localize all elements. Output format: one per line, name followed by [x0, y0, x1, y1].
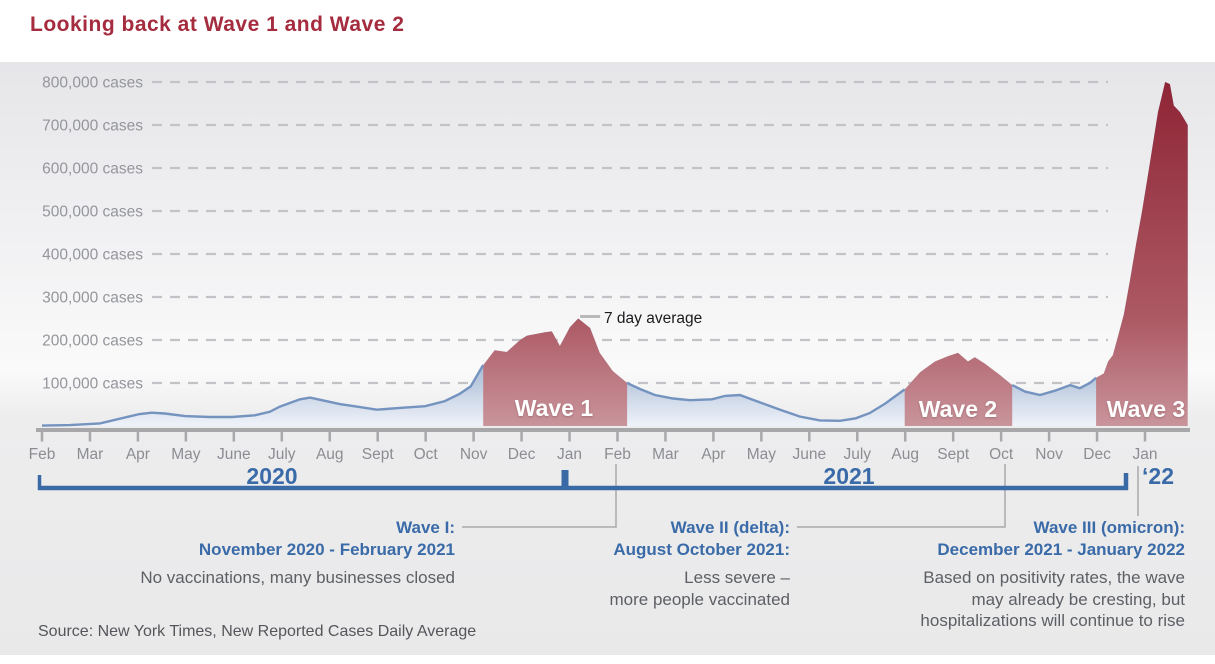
x-axis-label: Feb [29, 446, 56, 463]
y-axis-labels: 100,000 cases 200,000 cases 300,000 cases 4… [42, 75, 143, 393]
wave-3-callout-heading: Wave III (omicron): December 2021 - Janu… [937, 518, 1185, 559]
x-axis-label: Apr [126, 446, 150, 463]
x-axis-label: May [747, 446, 777, 463]
wave-1-callout-body: No vaccinations, many businesses closed [140, 568, 455, 587]
year-label-22: ‘22 [1142, 463, 1174, 489]
x-axis-label: Feb [604, 446, 631, 463]
year-label-2021: 2021 [823, 463, 875, 489]
wave-1-chart-label: Wave 1 [514, 395, 594, 421]
x-axis-label: Jan [1133, 446, 1158, 463]
page-title: Looking back at Wave 1 and Wave 2 [30, 13, 405, 36]
x-axis-label: Sept [362, 446, 395, 463]
wave-area [904, 352, 1013, 426]
source-attribution: Source: New York Times, New Reported Cas… [38, 623, 477, 640]
y-axis-label: 300,000 cases [42, 290, 143, 307]
blue-curve-edge [1011, 376, 1097, 397]
x-axis-label: Aug [891, 446, 919, 463]
x-axis-label: July [843, 446, 871, 463]
y-axis-label: 600,000 cases [42, 161, 143, 178]
y-axis-label: 800,000 cases [42, 75, 143, 92]
x-axis-label: June [217, 446, 251, 463]
callout-connector-line [797, 464, 1006, 528]
wave-1-callout-heading: Wave I: November 2020 - February 2021 [198, 518, 455, 559]
x-axis-label: Mar [77, 446, 104, 463]
chart-background-panel [0, 62, 1215, 655]
year-label-2020: 2020 [246, 463, 298, 489]
callout-connector-line [462, 464, 617, 528]
x-axis-label: Aug [316, 446, 344, 463]
wave-2-chart-label: Wave 2 [918, 396, 998, 422]
baseline-cases-area [42, 82, 1188, 426]
wave-3-chart-label: Wave 3 [1106, 396, 1186, 422]
wave-3-callout-body: Based on positivity rates, the wave may … [920, 568, 1185, 630]
wave-2-callout-body: Less severe – more people vaccinated [609, 568, 790, 609]
year-bracket [37, 470, 1129, 491]
x-axis-label: Mar [652, 446, 679, 463]
x-axis-label: June [792, 446, 826, 463]
y-axis-label: 500,000 cases [42, 204, 143, 221]
x-axis-ticks [40, 432, 1147, 442]
y-axis-label: 200,000 cases [42, 333, 143, 350]
x-axis-label: Sept [937, 446, 970, 463]
x-axis-label: Nov [460, 446, 488, 463]
x-axis-label: Nov [1035, 446, 1063, 463]
x-axis-labels: Feb Mar Apr May June July Aug Sept Oct Nov Dec Jan F… [29, 446, 1158, 463]
x-axis-label: Oct [989, 446, 1014, 463]
wave-3-callout: Wave III (omicron): December 2021 - Janu… [755, 517, 1185, 632]
wave-2-callout-heading: Wave II (delta): August October 2021: [613, 518, 790, 559]
wave-area [483, 318, 628, 426]
wave-1-callout: Wave I: November 2020 - February 2021 No… [25, 517, 455, 589]
x-axis-label: July [268, 446, 296, 463]
blue-curve-edge [626, 381, 906, 423]
x-axis-label: Apr [701, 446, 725, 463]
wave-area [1096, 82, 1188, 426]
y-gridlines [152, 80, 1108, 385]
y-axis-label: 100,000 cases [42, 376, 143, 393]
blue-curve-edge [41, 364, 485, 427]
seven-day-average-annotation: 7 day average [604, 310, 703, 327]
x-axis-label: Dec [508, 446, 536, 463]
callout-connectors [462, 464, 1139, 528]
x-axis-label: Jan [557, 446, 582, 463]
wave-highlight-areas [483, 82, 1188, 426]
x-axis-label: Oct [414, 446, 439, 463]
y-axis-label: 700,000 cases [42, 118, 143, 135]
x-axis-label: May [171, 446, 201, 463]
wave-2-callout: Wave II (delta): August October 2021: Le… [360, 517, 790, 610]
y-axis-label: 400,000 cases [42, 247, 143, 264]
x-axis-label: Dec [1083, 446, 1111, 463]
